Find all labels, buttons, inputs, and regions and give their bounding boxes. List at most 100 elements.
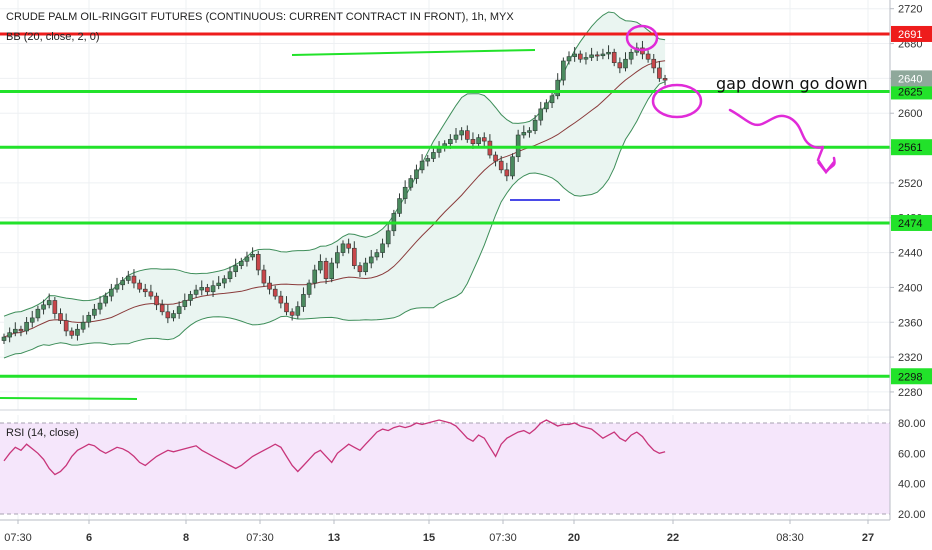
price-tick: 2600 bbox=[898, 108, 922, 120]
candle bbox=[165, 304, 171, 324]
candle bbox=[13, 322, 18, 337]
price-tick: 2720 bbox=[898, 4, 922, 16]
level-tag-label: 2474 bbox=[898, 218, 922, 230]
bb-lower bbox=[3, 81, 666, 359]
candle bbox=[301, 287, 306, 312]
candle bbox=[199, 280, 205, 296]
candle bbox=[651, 54, 657, 74]
candle bbox=[35, 305, 41, 322]
candle bbox=[244, 251, 250, 267]
time-tick: 07:30 bbox=[4, 532, 32, 544]
candle bbox=[374, 249, 380, 261]
squiggle-arrowhead bbox=[817, 161, 835, 175]
candle bbox=[425, 155, 431, 167]
candle bbox=[385, 223, 391, 248]
candle bbox=[617, 57, 623, 74]
last-price-label: 2640 bbox=[898, 73, 922, 85]
candle bbox=[510, 153, 515, 180]
candle bbox=[318, 254, 323, 274]
time-axis[interactable]: 07:30 6 8 07:30 13 15 07:30 20 22 08:30 27 bbox=[0, 519, 932, 550]
rsi-pane bbox=[0, 419, 890, 515]
candle bbox=[272, 285, 278, 300]
price-tick: 2320 bbox=[898, 352, 922, 364]
candle bbox=[323, 257, 329, 284]
time-tick: 8 bbox=[183, 532, 189, 544]
time-tick: 27 bbox=[862, 532, 874, 544]
candle bbox=[295, 301, 301, 319]
price-axis[interactable]: 2720268026402600256025202480244024002360… bbox=[889, 0, 932, 521]
candle bbox=[126, 270, 131, 284]
trendline-bottom bbox=[0, 397, 138, 400]
last-price-tag bbox=[891, 70, 932, 87]
candle bbox=[261, 264, 267, 287]
price-tick: 2360 bbox=[898, 317, 922, 329]
candle bbox=[267, 276, 272, 295]
candle bbox=[561, 57, 566, 86]
candle bbox=[148, 284, 154, 300]
candle bbox=[193, 284, 199, 298]
candle bbox=[154, 292, 159, 311]
candle bbox=[476, 134, 481, 148]
candle bbox=[7, 327, 12, 343]
candle bbox=[606, 45, 611, 60]
time-tick: 22 bbox=[667, 532, 679, 544]
chart-title: CRUDE PALM OIL-RINGGIT FUTURES (CONTINUO… bbox=[6, 11, 514, 23]
time-tick: 07:30 bbox=[489, 532, 517, 544]
candle bbox=[131, 269, 137, 289]
candle bbox=[464, 125, 470, 143]
candle bbox=[335, 245, 340, 269]
candle bbox=[368, 249, 374, 269]
candle bbox=[431, 147, 436, 162]
candle bbox=[402, 180, 408, 204]
rsi-band bbox=[0, 423, 890, 514]
candle bbox=[1, 333, 7, 345]
candle bbox=[52, 297, 58, 319]
candle bbox=[555, 73, 561, 100]
candle bbox=[222, 275, 227, 289]
rsi-tick: 20.00 bbox=[898, 509, 926, 521]
candle bbox=[92, 303, 97, 319]
candle bbox=[414, 164, 419, 184]
level-tag bbox=[891, 83, 932, 100]
candle bbox=[97, 296, 103, 315]
price-tick: 2440 bbox=[898, 248, 922, 260]
candle bbox=[306, 279, 312, 298]
candle bbox=[188, 290, 193, 306]
time-tick: 20 bbox=[568, 532, 580, 544]
level-lines bbox=[0, 32, 890, 378]
candle bbox=[239, 257, 244, 270]
price-tick: 2520 bbox=[898, 178, 922, 190]
price-tick: 2280 bbox=[898, 387, 922, 399]
candle bbox=[351, 241, 357, 270]
candle bbox=[227, 266, 233, 283]
candle bbox=[18, 325, 24, 337]
candle bbox=[109, 283, 114, 302]
level-tag bbox=[891, 214, 932, 231]
bollinger-bands bbox=[3, 11, 666, 359]
candle bbox=[176, 301, 182, 319]
time-tick: 15 bbox=[423, 532, 435, 544]
time-tick: 13 bbox=[328, 532, 340, 544]
candle bbox=[623, 52, 628, 72]
candle bbox=[255, 250, 261, 276]
candle bbox=[498, 155, 504, 174]
candle bbox=[611, 48, 617, 67]
candle bbox=[182, 293, 188, 311]
candle bbox=[521, 125, 527, 139]
candle bbox=[380, 238, 385, 258]
candle bbox=[419, 154, 425, 174]
candle bbox=[284, 296, 289, 316]
candle bbox=[346, 238, 351, 254]
candle bbox=[63, 313, 69, 337]
candle bbox=[216, 276, 221, 290]
trendline-top bbox=[291, 49, 536, 56]
candle bbox=[572, 47, 577, 62]
candle bbox=[233, 258, 238, 277]
candle bbox=[75, 324, 80, 341]
candle bbox=[357, 262, 363, 277]
level-tag bbox=[891, 139, 932, 156]
candle bbox=[159, 299, 165, 316]
candle bbox=[329, 257, 335, 283]
candle bbox=[340, 240, 346, 257]
